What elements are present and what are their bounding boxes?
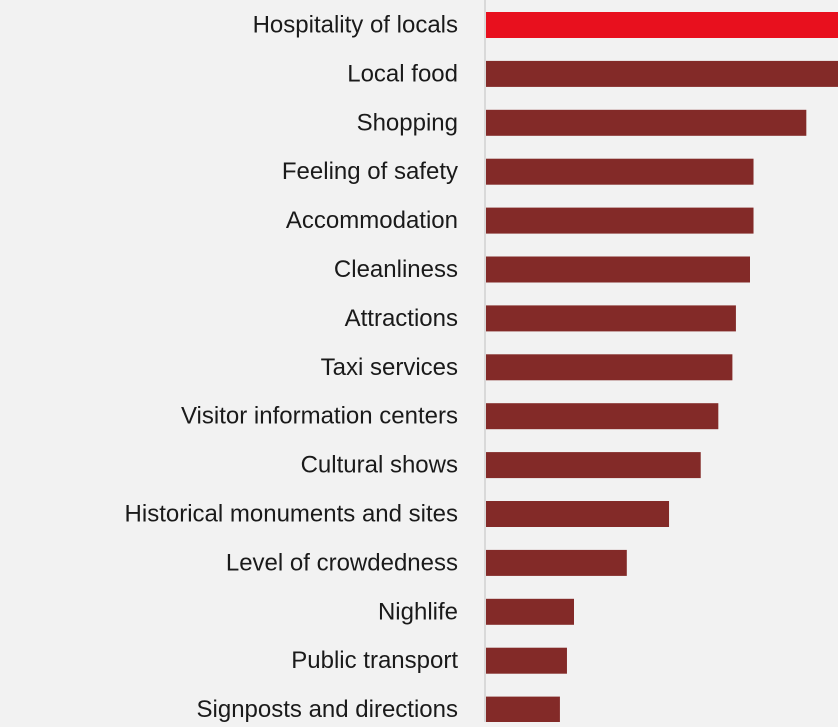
category-labels: Hospitality of locals Local food Shopping F… (125, 12, 459, 724)
bar (486, 60, 838, 87)
bar (486, 158, 754, 185)
category-label: Level of crowdedness (226, 549, 458, 576)
bar (486, 207, 754, 234)
bar (486, 452, 701, 479)
bar (486, 354, 733, 381)
bar (486, 549, 627, 576)
bar (486, 109, 807, 136)
category-label: Visitor information centers (181, 403, 458, 430)
bar (486, 501, 670, 527)
category-label: Local food (347, 60, 458, 87)
category-label: Nighlife (378, 598, 458, 625)
bar (486, 696, 560, 723)
bar (486, 598, 574, 625)
category-label: Public transport (291, 647, 458, 674)
category-label: Taxi services (321, 354, 458, 381)
category-label: Shopping (357, 109, 458, 136)
bar (486, 305, 736, 332)
category-label: Attractions (345, 305, 458, 332)
category-label: Cultural shows (301, 452, 458, 479)
bars (486, 12, 838, 723)
category-label: Signposts and directions (197, 696, 459, 722)
category-label: Accommodation (286, 207, 458, 234)
bar (486, 403, 719, 430)
bar (486, 647, 567, 674)
bar (486, 12, 838, 38)
bar (486, 256, 750, 283)
category-label: Cleanliness (334, 256, 458, 283)
category-label: Hospitality of locals (253, 12, 458, 39)
category-label: Feeling of safety (282, 158, 458, 185)
category-label: Historical monuments and sites (125, 501, 458, 528)
